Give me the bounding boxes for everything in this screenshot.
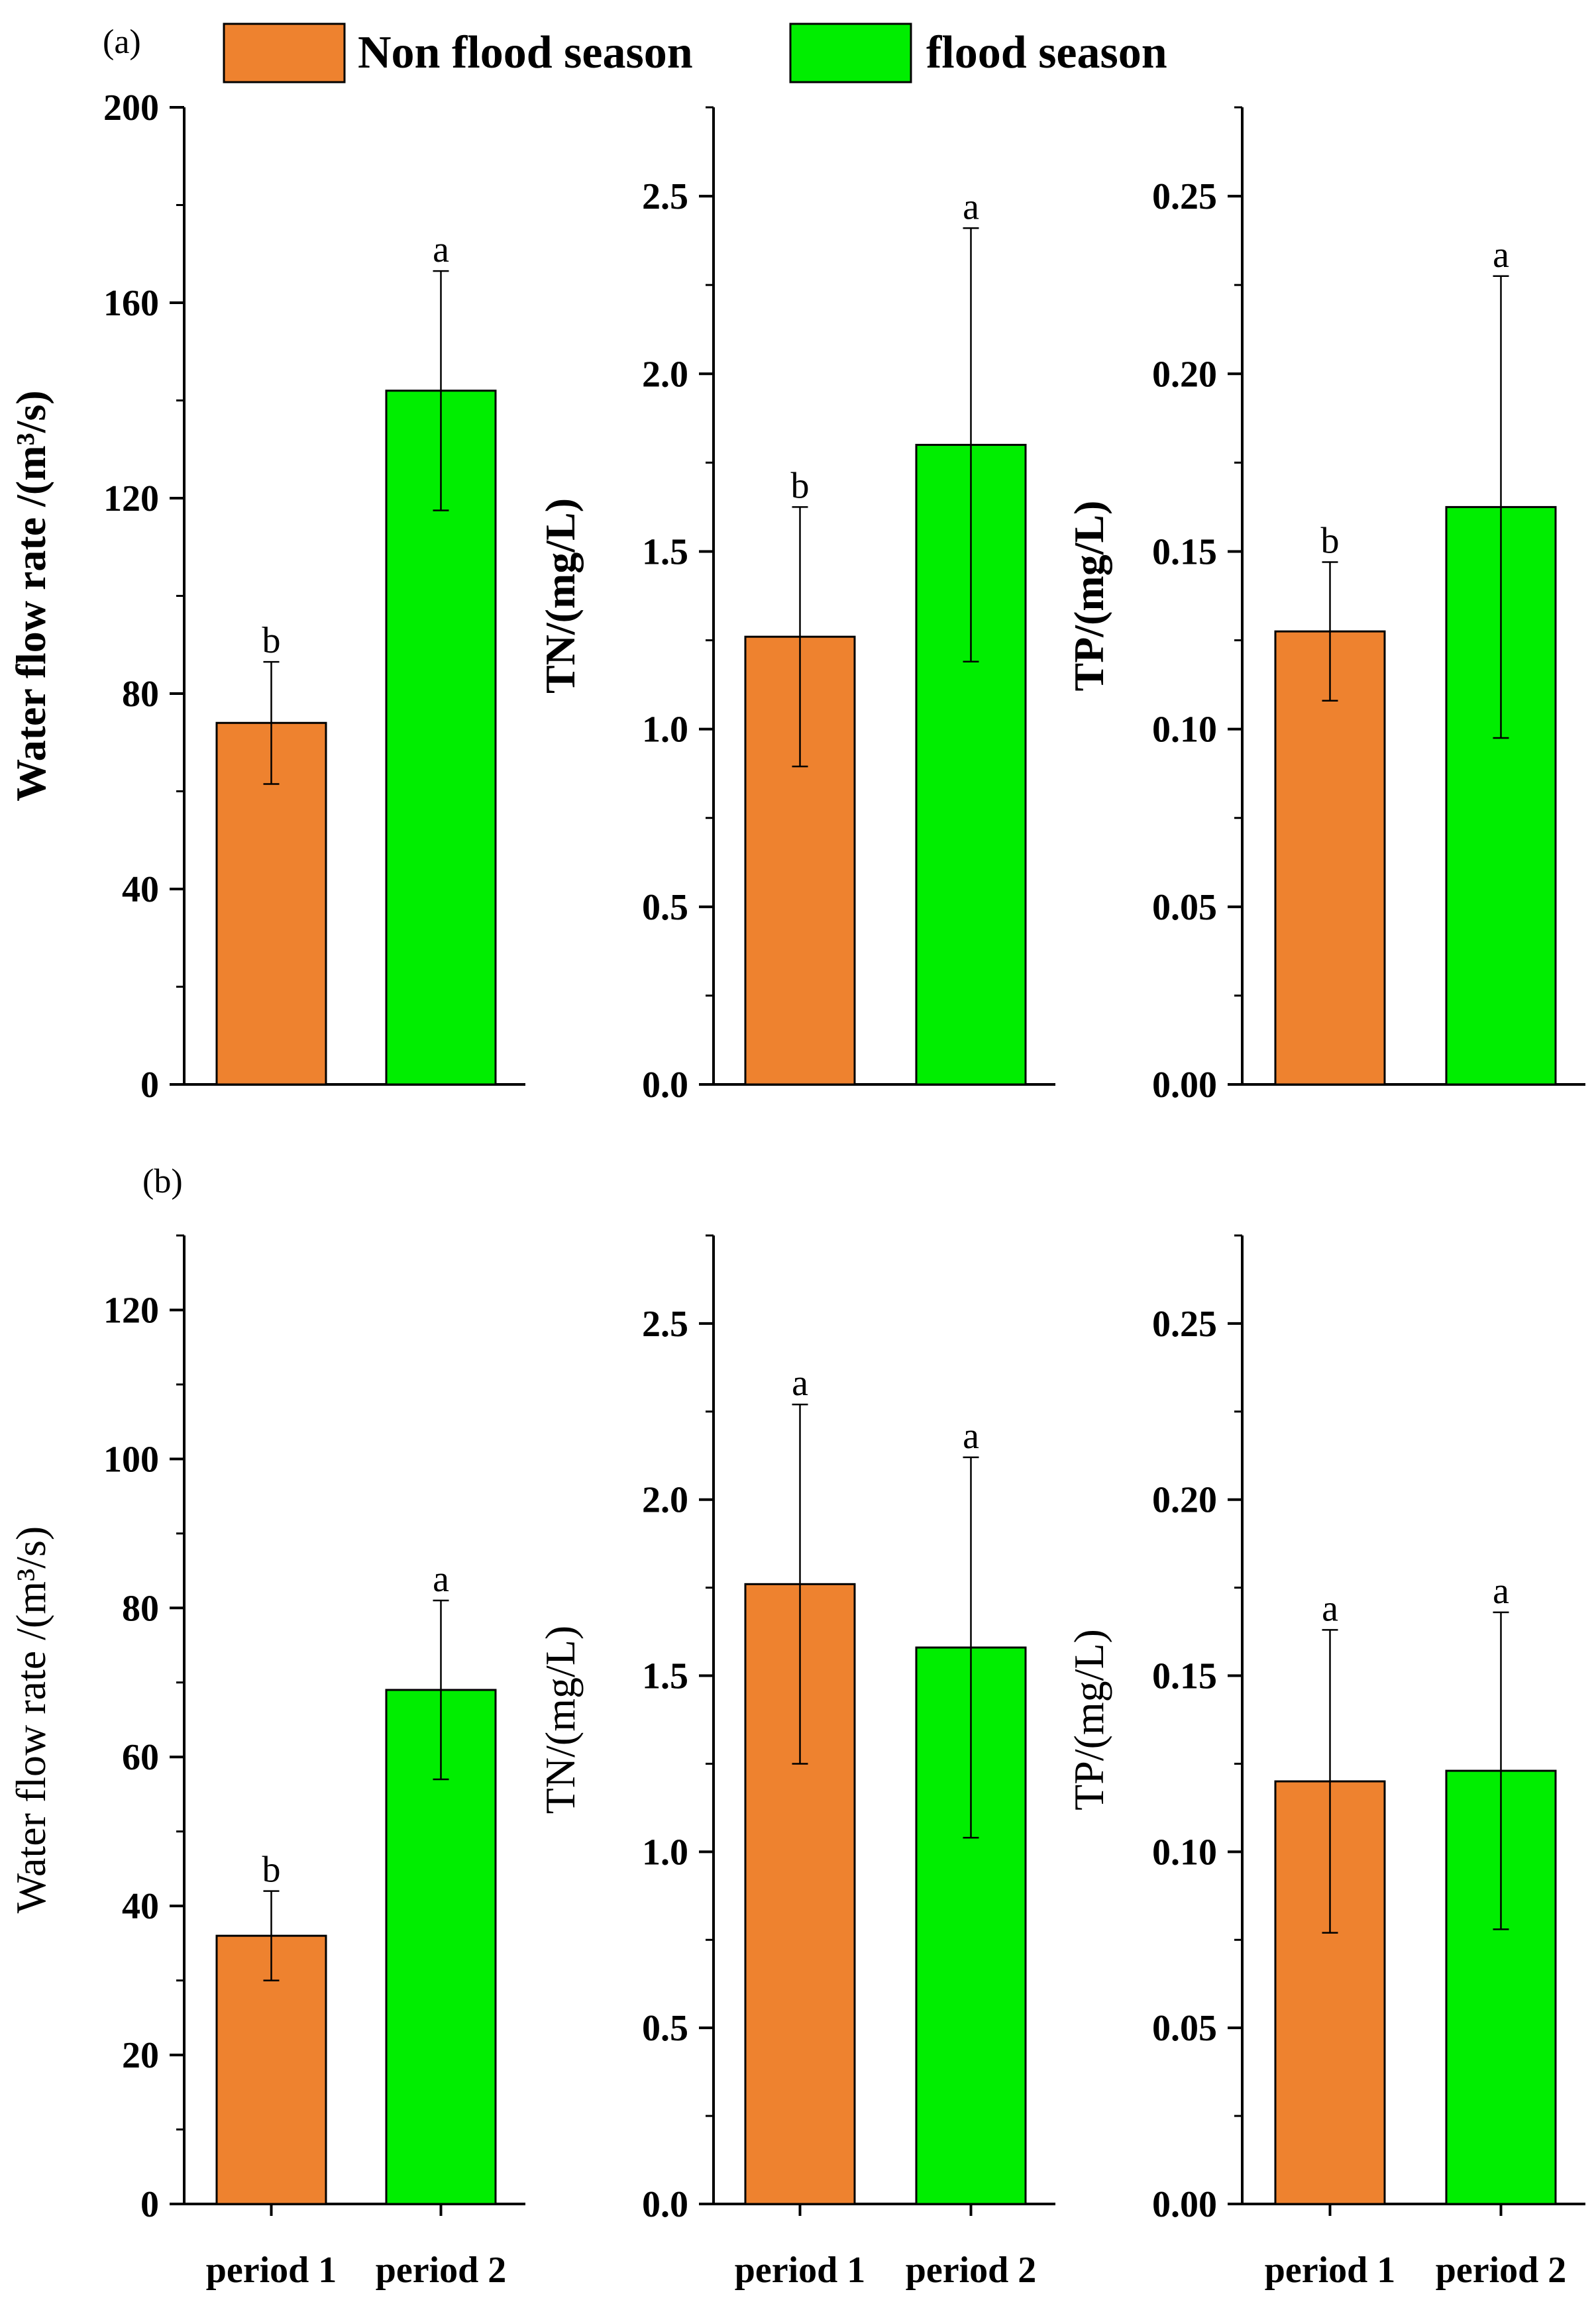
y-axis-label: TP/(mg/L) [1065, 1629, 1112, 1810]
y-axis-label: TN/(mg/L) [537, 498, 584, 694]
y-tick-label: 2.0 [642, 1480, 688, 1521]
y-tick-label: 0.15 [1152, 531, 1217, 572]
y-tick-label: 120 [103, 1290, 159, 1331]
significance-letter: a [1322, 1588, 1338, 1629]
y-axis-label: TP/(mg/L) [1065, 501, 1112, 692]
significance-letter: a [963, 1416, 979, 1457]
y-tick-label: 200 [103, 87, 159, 129]
significance-letter: a [433, 229, 449, 270]
significance-letter: b [262, 1850, 281, 1891]
y-tick-label: 40 [122, 1886, 159, 1927]
y-tick-label: 0.25 [1152, 176, 1217, 217]
significance-letter: b [262, 620, 281, 661]
x-tick-label: period 1 [206, 2250, 337, 2291]
y-axis-label: Water flow rate /(m³/s) [7, 390, 54, 801]
chart-2: 0.0 0.5 1.0 1.5 2.0 2.5 TN/(mg/L) b a [537, 106, 1055, 1106]
legend: (a) Non flood season flood season [103, 23, 1167, 83]
chart-3: 0.00 0.05 0.10 0.15 0.20 0.25 TP/(mg/L) b a [1065, 106, 1585, 1106]
legend-label-flood: flood season [926, 27, 1167, 78]
y-tick-label: 80 [122, 674, 159, 715]
chart-5: 0.0 0.5 1.0 1.5 2.0 2.5 TN/(mg/L) a period 1 a per… [537, 1234, 1055, 2291]
y-tick-label: 2.5 [642, 1304, 688, 1345]
y-tick-label: 0 [140, 2184, 159, 2225]
y-tick-label: 60 [122, 1737, 159, 1778]
y-tick-label: 1.0 [642, 1832, 688, 1873]
y-tick-label: 1.0 [642, 709, 688, 751]
panel-label-b: (b) [142, 1163, 183, 1200]
y-tick-label: 0.20 [1152, 354, 1217, 395]
y-tick-label: 20 [122, 2035, 159, 2076]
significance-letter: a [433, 1559, 449, 1600]
significance-letter: b [791, 465, 810, 506]
x-tick-label: period 2 [1436, 2250, 1567, 2291]
y-tick-label: 100 [103, 1439, 159, 1480]
y-tick-label: 0.20 [1152, 1480, 1217, 1521]
legend-label-non-flood: Non flood season [358, 27, 693, 78]
y-tick-label: 2.0 [642, 354, 688, 395]
y-tick-label: 0.05 [1152, 887, 1217, 928]
y-tick-label: 0.05 [1152, 2008, 1217, 2049]
y-tick-label: 0.00 [1152, 2184, 1217, 2225]
significance-letter: a [1493, 235, 1509, 276]
x-tick-label: period 2 [906, 2250, 1037, 2291]
y-tick-label: 0 [140, 1065, 159, 1106]
y-tick-label: 0.10 [1152, 1832, 1217, 1873]
y-tick-label: 0.0 [642, 2184, 688, 2225]
y-tick-label: 1.5 [642, 1656, 688, 1697]
significance-letter: a [1493, 1571, 1509, 1612]
x-tick-label: period 2 [376, 2250, 507, 2291]
x-tick-label: period 1 [1265, 2250, 1396, 2291]
y-tick-label: 0.5 [642, 2008, 688, 2049]
y-axis-label: TN/(mg/L) [537, 1626, 584, 1814]
y-tick-label: 80 [122, 1588, 159, 1629]
y-tick-label: 40 [122, 869, 159, 910]
y-tick-label: 0.5 [642, 887, 688, 928]
bar-period-2 [1445, 1769, 1557, 2205]
y-tick-label: 120 [103, 478, 159, 519]
significance-letter: a [792, 1363, 808, 1404]
y-tick-label: 0.00 [1152, 1065, 1217, 1106]
y-tick-label: 0.10 [1152, 709, 1217, 751]
legend-swatch-non-flood [223, 23, 346, 83]
chart-1: 0 40 80 120 160 200 Water flow rate /(m³/s) b a [7, 87, 525, 1106]
chart-4: 0 20 40 60 80 100 120 Water flow rate /(m³/s) b p… [7, 1234, 525, 2291]
y-tick-label: 0.25 [1152, 1304, 1217, 1345]
y-tick-label: 160 [103, 283, 159, 324]
significance-letter: a [963, 186, 979, 227]
bar-period-1 [1274, 630, 1386, 1086]
y-tick-label: 2.5 [642, 176, 688, 217]
significance-letter: b [1321, 521, 1340, 562]
y-tick-label: 0.0 [642, 1065, 688, 1106]
y-axis-label: Water flow rate /(m³/s) [7, 1526, 54, 1913]
y-tick-label: 0.15 [1152, 1656, 1217, 1697]
x-tick-label: period 1 [735, 2250, 866, 2291]
panel-label-a: (a) [103, 23, 141, 61]
legend-swatch-flood [789, 23, 912, 83]
y-tick-label: 1.5 [642, 531, 688, 572]
chart-6: 0.00 0.05 0.10 0.15 0.20 0.25 TP/(mg/L) a period… [1065, 1234, 1585, 2291]
